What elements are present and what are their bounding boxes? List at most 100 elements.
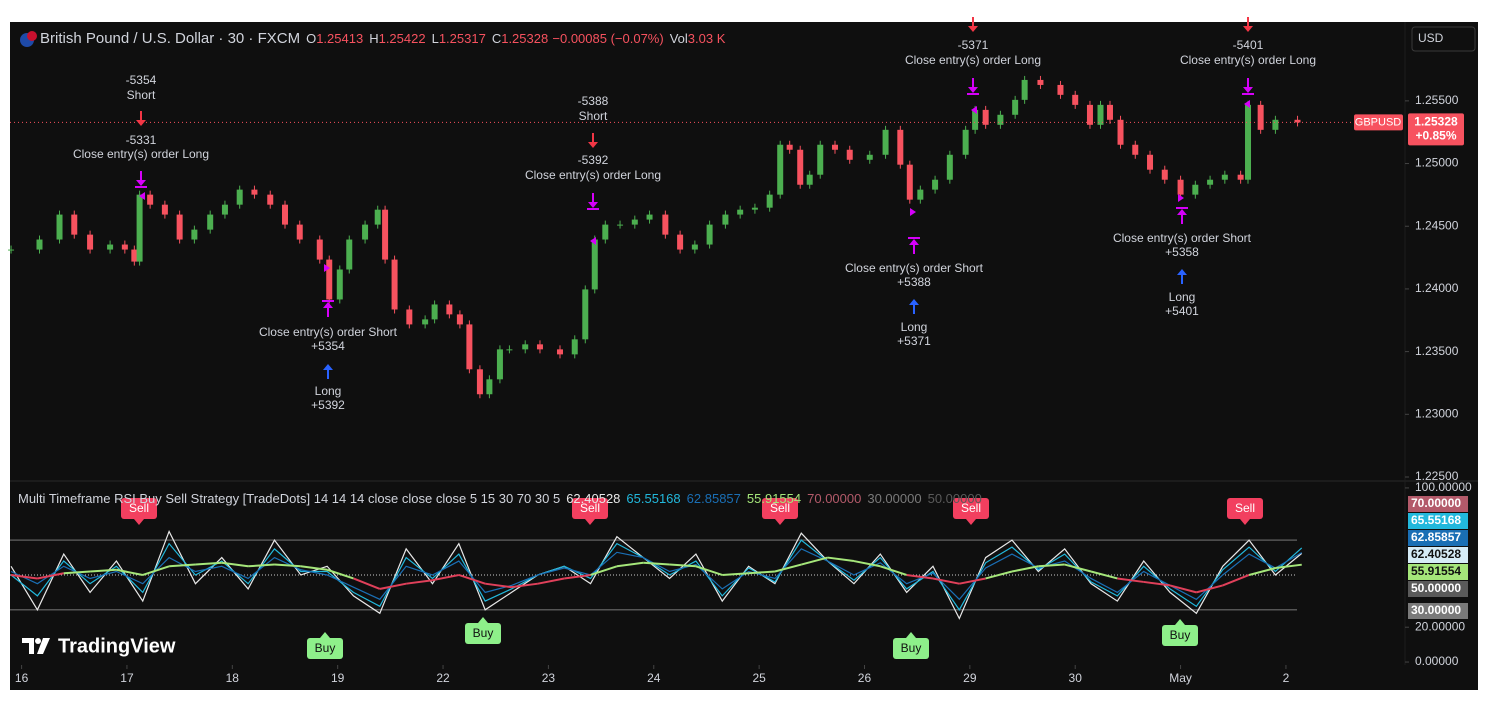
candle xyxy=(36,239,43,250)
signal-label: Sell xyxy=(961,501,981,515)
value-badge xyxy=(1408,530,1468,546)
candle xyxy=(932,179,939,190)
trade-annotation: Close entry(s) order Short xyxy=(1113,231,1252,245)
ma-segment xyxy=(221,561,249,568)
ma-segment xyxy=(116,568,143,576)
candle xyxy=(1177,179,1184,195)
ma-segment xyxy=(1038,563,1065,568)
signal-pointer xyxy=(906,632,916,638)
candle xyxy=(646,214,653,220)
fill-marker xyxy=(1178,194,1184,202)
ma-segment xyxy=(853,560,881,568)
candle xyxy=(8,249,15,251)
candle xyxy=(962,129,969,155)
candle xyxy=(466,324,473,370)
ma-segment xyxy=(195,561,222,566)
candle xyxy=(831,144,838,150)
trade-annotation: Close entry(s) order Short xyxy=(259,325,398,339)
signal-arrow-head xyxy=(323,364,333,370)
trade-annotation: Long xyxy=(1169,290,1196,304)
fill-marker xyxy=(590,237,596,245)
signal-box xyxy=(572,498,608,519)
candle xyxy=(56,214,63,240)
signal-arrow-head xyxy=(909,239,919,245)
candle xyxy=(522,344,529,350)
ma-segment xyxy=(564,573,591,580)
candle xyxy=(267,194,274,205)
x-tick-label: 16 xyxy=(15,671,29,685)
symbol-badge xyxy=(1354,114,1403,131)
candle xyxy=(1106,104,1113,120)
candle xyxy=(336,269,343,300)
signal-box xyxy=(1162,625,1198,646)
ma-segment xyxy=(326,568,354,580)
candle xyxy=(1257,104,1264,130)
candle xyxy=(107,244,114,250)
volume-label: Vol xyxy=(669,31,688,46)
level-value: 30.00000 xyxy=(867,491,922,506)
signal-pointer xyxy=(320,632,330,638)
currency[interactable]: USD xyxy=(1418,31,1444,45)
level-value: 50.00000 xyxy=(927,491,982,506)
trade-annotation: +5371 xyxy=(897,334,931,348)
y-tick-label: 1.24500 xyxy=(1415,218,1459,232)
y-tick-label: 1.25000 xyxy=(1415,156,1459,170)
value-badge-label: 30.00000 xyxy=(1411,603,1461,617)
level-value: 70.00000 xyxy=(807,491,862,506)
candle xyxy=(476,369,483,395)
ma-segment xyxy=(90,568,117,573)
candle xyxy=(1192,184,1199,195)
candle xyxy=(391,259,398,310)
ma-segment xyxy=(1169,584,1197,594)
brand-logo xyxy=(22,638,50,654)
indicator-value: 62.85857 xyxy=(686,491,741,506)
signal-pointer xyxy=(1175,619,1185,625)
candle xyxy=(496,349,503,380)
signal-box xyxy=(762,498,798,519)
candle xyxy=(917,189,924,200)
fill-marker xyxy=(910,208,916,216)
price-change: −0.00085 (−0.07%) xyxy=(552,31,664,46)
y-tick-label: 1.23000 xyxy=(1415,406,1459,420)
indicator-value: 62.40528 xyxy=(566,491,621,506)
candle xyxy=(316,239,323,260)
candle xyxy=(1161,169,1168,180)
candle xyxy=(1294,119,1301,123)
ma-segment xyxy=(801,556,828,566)
signal-arrow-head xyxy=(1243,26,1253,32)
value-badge-label: 62.85857 xyxy=(1411,530,1461,544)
ma-segment xyxy=(537,577,565,585)
y-tick-label: 20.00000 xyxy=(1415,619,1465,633)
brand: TradingView xyxy=(58,635,176,657)
signal-label: Sell xyxy=(770,501,790,515)
candle xyxy=(207,214,214,230)
fill-marker xyxy=(971,106,977,114)
candle xyxy=(486,379,493,395)
ohlc-label: O xyxy=(306,31,317,46)
ma-segment xyxy=(1011,565,1039,573)
candle xyxy=(1207,179,1214,185)
y-tick-label: 1.25500 xyxy=(1415,93,1459,107)
ma-segment xyxy=(669,563,696,568)
ohlc-value: 1.25422 xyxy=(378,31,426,46)
ma-segment xyxy=(1117,577,1144,583)
signal-arrow-head xyxy=(588,202,598,208)
ma-segment xyxy=(985,570,1013,580)
signal-arrow-head xyxy=(968,26,978,32)
trade-annotation: -5388 xyxy=(578,94,609,108)
ma-segment xyxy=(37,572,64,580)
ma-segment xyxy=(1248,567,1276,576)
logo-shape xyxy=(35,638,41,644)
candle xyxy=(221,204,228,215)
candle xyxy=(846,149,853,160)
signal-arrow-head xyxy=(588,142,598,148)
value-badge xyxy=(1408,581,1468,597)
symbol-header: British Pound / U.S. Dollar · 30 · FXCM O… xyxy=(40,30,725,47)
candle xyxy=(882,129,889,155)
candle xyxy=(817,144,824,175)
trade-annotation: +5358 xyxy=(1165,245,1199,259)
ma-segment xyxy=(379,582,407,590)
trade-annotation: +5392 xyxy=(311,398,345,412)
currency-box[interactable] xyxy=(1411,26,1476,52)
logo-shape xyxy=(37,638,50,654)
